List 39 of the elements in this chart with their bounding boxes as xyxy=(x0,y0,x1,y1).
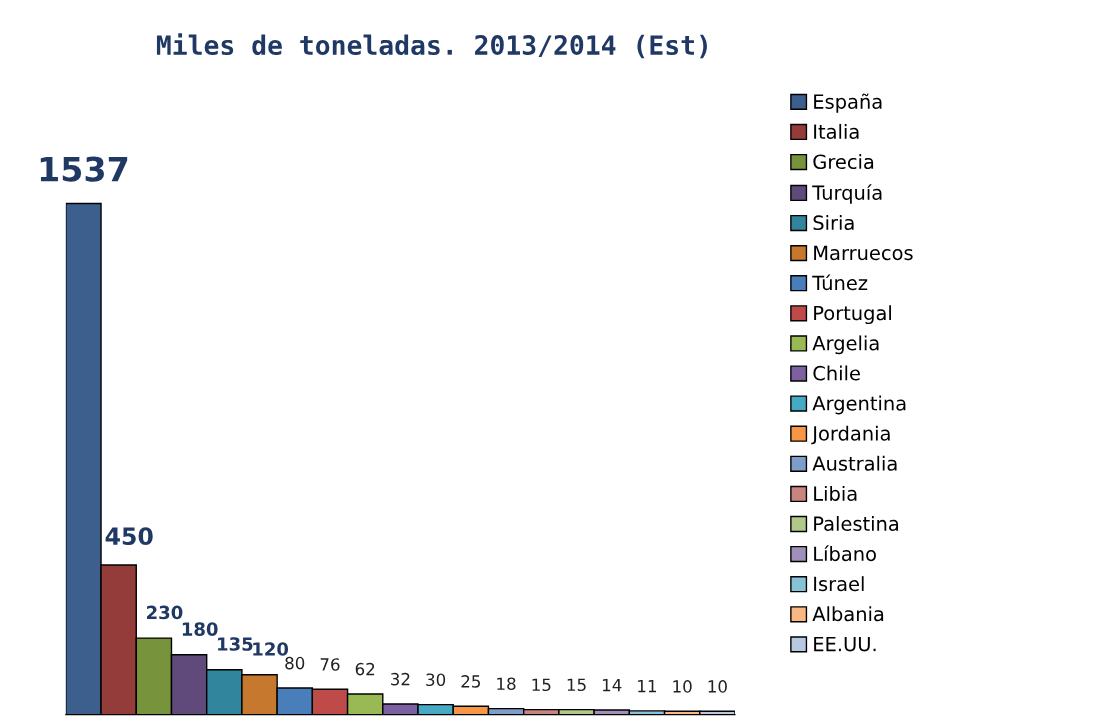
data-label: 18 xyxy=(497,677,516,691)
data-label: 14 xyxy=(602,678,622,692)
legend-label: Líbano xyxy=(814,545,876,562)
data-label: 76 xyxy=(320,658,340,671)
legend-label: Argentina xyxy=(812,395,906,415)
legend-label: Albania xyxy=(812,606,884,622)
data-label: 11 xyxy=(638,679,657,693)
data-label: 10 xyxy=(708,680,727,693)
legend-label: Palestina xyxy=(814,515,899,532)
legend-label: España xyxy=(814,93,882,113)
data-label: 230 xyxy=(147,605,183,620)
legend-label: Australia xyxy=(812,455,897,471)
data-label: 10 xyxy=(673,680,692,693)
data-label: 62 xyxy=(355,662,375,676)
legend-label: Marruecos xyxy=(814,245,913,261)
data-label: 80 xyxy=(285,656,305,670)
legend-label: Grecia xyxy=(813,154,874,170)
legend-label: Chile xyxy=(813,365,860,381)
legend-label: Siria xyxy=(813,215,854,231)
data-label: 450 xyxy=(105,527,153,546)
legend-label: Túnez xyxy=(812,274,868,291)
data-label: 32 xyxy=(391,672,410,686)
data-label: 15 xyxy=(567,678,586,692)
chart-title: Miles de toneladas. 2013/2014 (Est) xyxy=(156,33,707,59)
legend-label: Jordania xyxy=(811,425,890,445)
data-label: 1537 xyxy=(40,156,128,182)
data-label: 25 xyxy=(461,675,480,688)
legend-label: Libia xyxy=(814,485,857,501)
data-label: 135 xyxy=(218,637,253,651)
data-label: 30 xyxy=(426,673,446,687)
legend-label: Turquía xyxy=(812,184,882,204)
legend-label: Portugal xyxy=(814,305,891,325)
legend-label: Argelia xyxy=(812,335,879,355)
data-label: 15 xyxy=(532,678,551,692)
legend-label: Italia xyxy=(814,123,859,139)
legend-label: EE.UU. xyxy=(814,636,876,652)
data-label: 180 xyxy=(182,622,218,636)
legend-label: Israel xyxy=(814,576,864,592)
data-label: 120 xyxy=(253,642,289,656)
